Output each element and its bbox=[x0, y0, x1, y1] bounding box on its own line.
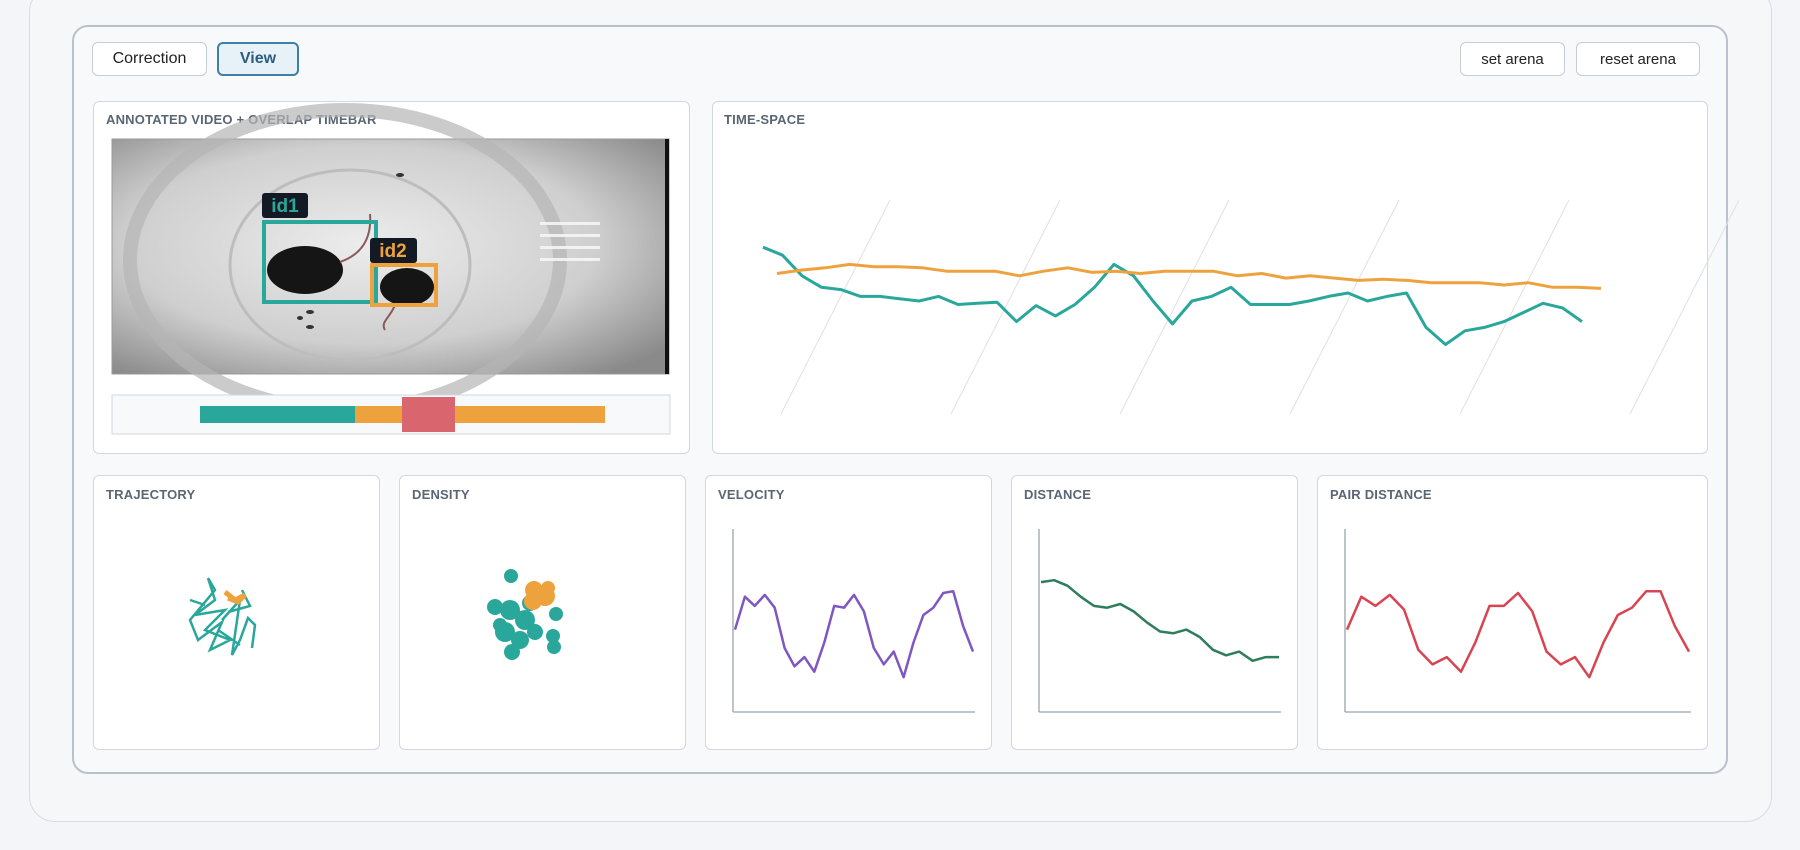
pair-distance-panel bbox=[1317, 475, 1708, 750]
panel-title: TRAJECTORY bbox=[106, 487, 196, 502]
velocity-panel bbox=[705, 475, 992, 750]
density-panel bbox=[399, 475, 686, 750]
trajectory-panel bbox=[93, 475, 380, 750]
panel-title: DISTANCE bbox=[1024, 487, 1092, 502]
video-panel bbox=[93, 101, 690, 454]
panel-title: VELOCITY bbox=[718, 487, 785, 502]
set-arena-button[interactable]: set arena bbox=[1460, 42, 1565, 76]
distance-panel bbox=[1011, 475, 1298, 750]
correction-button[interactable]: Correction bbox=[92, 42, 207, 76]
time-space-panel bbox=[712, 101, 1708, 454]
view-button[interactable]: View bbox=[217, 42, 299, 76]
panel-title: DENSITY bbox=[412, 487, 470, 502]
panel-title: PAIR DISTANCE bbox=[1330, 487, 1432, 502]
panel-title: TIME-SPACE bbox=[724, 112, 806, 127]
reset-arena-button[interactable]: reset arena bbox=[1576, 42, 1700, 76]
panel-title: ANNOTATED VIDEO + OVERLAP TIMEBAR bbox=[106, 112, 377, 127]
